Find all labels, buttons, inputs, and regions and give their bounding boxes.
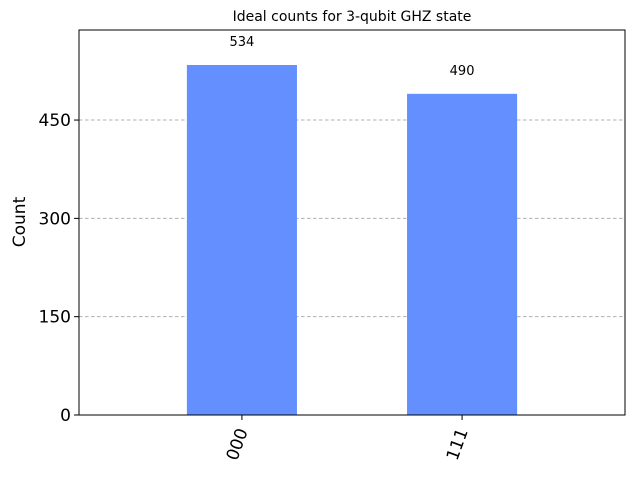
grid-lines bbox=[79, 119, 625, 318]
y-tick-label-0: 0 bbox=[60, 406, 71, 426]
plot-area-frame bbox=[78, 29, 626, 416]
chart-title: Ideal counts for 3-qubit GHZ state bbox=[233, 9, 472, 25]
x-tick-label-000: 000 bbox=[223, 426, 253, 463]
bar-111 bbox=[407, 93, 518, 415]
y-tick-label-450: 450 bbox=[39, 111, 71, 131]
y-axis-ticks: 0 150 300 450 bbox=[39, 111, 79, 426]
bar-value-label-000: 534 bbox=[230, 35, 255, 50]
bar-000 bbox=[186, 65, 297, 415]
x-tick-label-111: 111 bbox=[443, 426, 473, 463]
bars bbox=[186, 65, 518, 415]
y-tick-label-300: 300 bbox=[39, 209, 71, 229]
x-axis-ticks: 000 111 bbox=[223, 415, 473, 463]
y-axis-label: Count bbox=[10, 196, 30, 247]
bar-value-labels: 534 490 bbox=[230, 35, 475, 79]
y-tick-label-150: 150 bbox=[39, 308, 71, 328]
bar-value-label-111: 490 bbox=[450, 64, 475, 79]
